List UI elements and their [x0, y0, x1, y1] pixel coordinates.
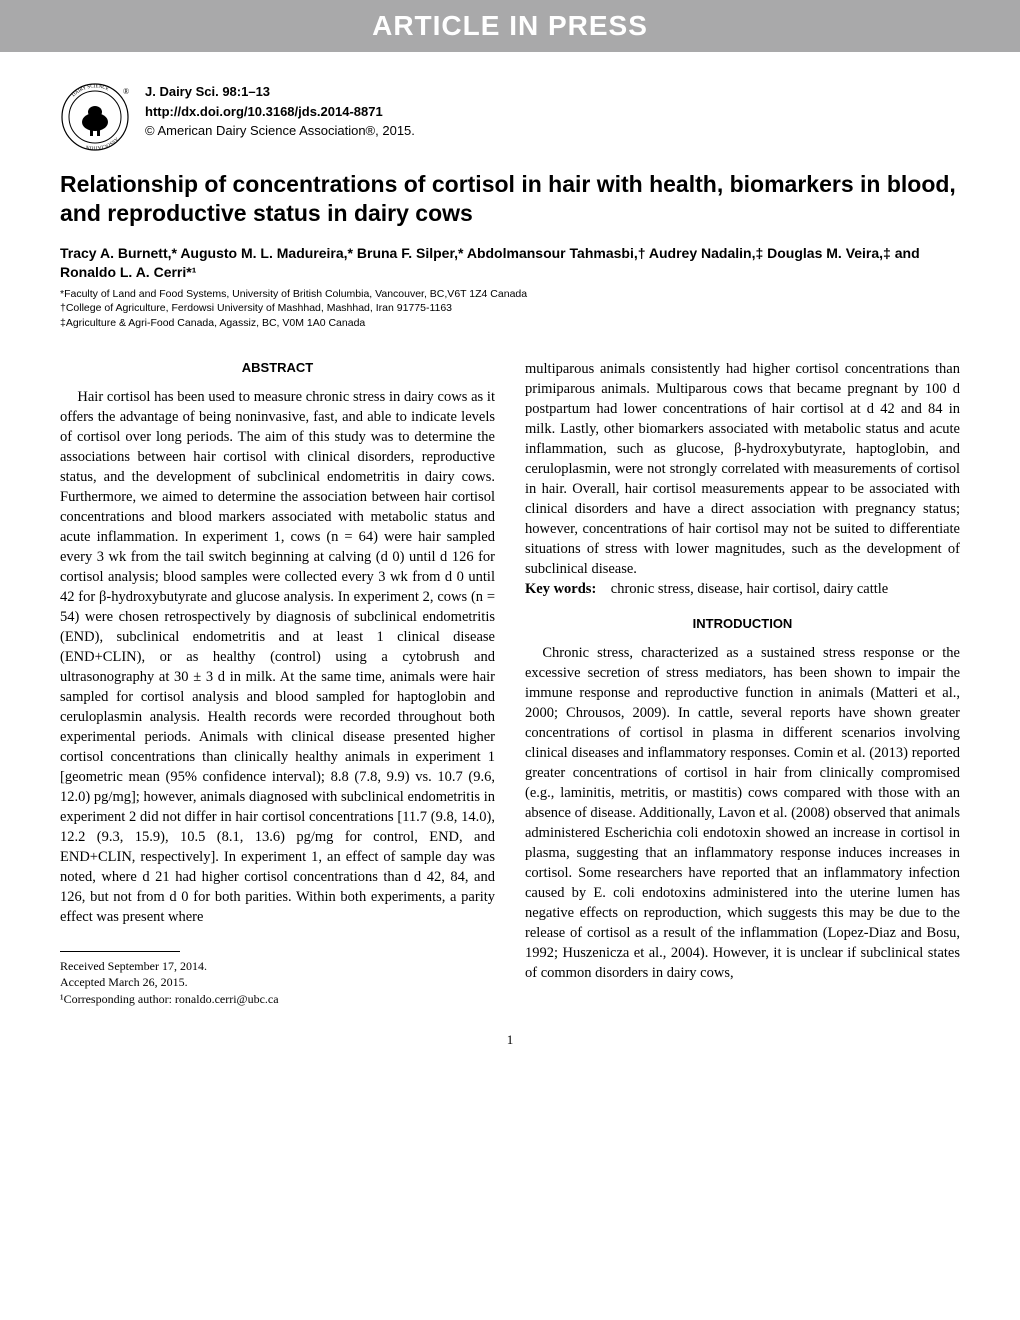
article-in-press-banner: ARTICLE IN PRESS [0, 0, 1020, 52]
accepted-date: Accepted March 26, 2015. [60, 974, 495, 991]
introduction-text: Chronic stress, characterized as a susta… [525, 643, 960, 983]
introduction-heading: INTRODUCTION [525, 615, 960, 633]
journal-copyright: © American Dairy Science Association®, 2… [145, 121, 415, 141]
keywords-label: Key words: [525, 581, 596, 597]
received-date: Received September 17, 2014. [60, 958, 495, 975]
left-column: ABSTRACT Hair cortisol has been used to … [60, 359, 495, 1008]
footnotes-rule [60, 951, 180, 952]
abstract-text-right: multiparous animals consistently had hig… [525, 359, 960, 579]
article-title: Relationship of concentrations of cortis… [60, 170, 960, 228]
affiliation-3: ‡Agriculture & Agri-Food Canada, Agassiz… [60, 316, 960, 331]
abstract-heading: ABSTRACT [60, 359, 495, 377]
keywords-text: chronic stress, disease, hair cortisol, … [611, 581, 888, 597]
affiliations: *Faculty of Land and Food Systems, Unive… [60, 287, 960, 331]
affiliation-2: †College of Agriculture, Ferdowsi Univer… [60, 301, 960, 316]
journal-info: J. Dairy Sci. 98:1–13 http://dx.doi.org/… [145, 82, 415, 141]
header-row: DAIRY SCIENCE ASSOCIATION ® J. Dairy Sci… [60, 82, 960, 152]
two-column-body: ABSTRACT Hair cortisol has been used to … [60, 359, 960, 1008]
page-number: 1 [60, 1032, 960, 1048]
article-content: DAIRY SCIENCE ASSOCIATION ® J. Dairy Sci… [0, 52, 1020, 1068]
corresponding-author: ¹Corresponding author: ronaldo.cerri@ubc… [60, 991, 495, 1008]
abstract-text-left: Hair cortisol has been used to measure c… [60, 387, 495, 927]
journal-citation: J. Dairy Sci. 98:1–13 [145, 82, 415, 102]
right-column: multiparous animals consistently had hig… [525, 359, 960, 1008]
affiliation-1: *Faculty of Land and Food Systems, Unive… [60, 287, 960, 302]
journal-doi: http://dx.doi.org/10.3168/jds.2014-8871 [145, 102, 415, 122]
keywords: Key words: chronic stress, disease, hair… [525, 579, 960, 599]
journal-logo: DAIRY SCIENCE ASSOCIATION ® [60, 82, 130, 152]
svg-text:®: ® [123, 87, 129, 96]
authors: Tracy A. Burnett,* Augusto M. L. Madurei… [60, 244, 960, 283]
footnotes: Received September 17, 2014. Accepted Ma… [60, 958, 495, 1008]
